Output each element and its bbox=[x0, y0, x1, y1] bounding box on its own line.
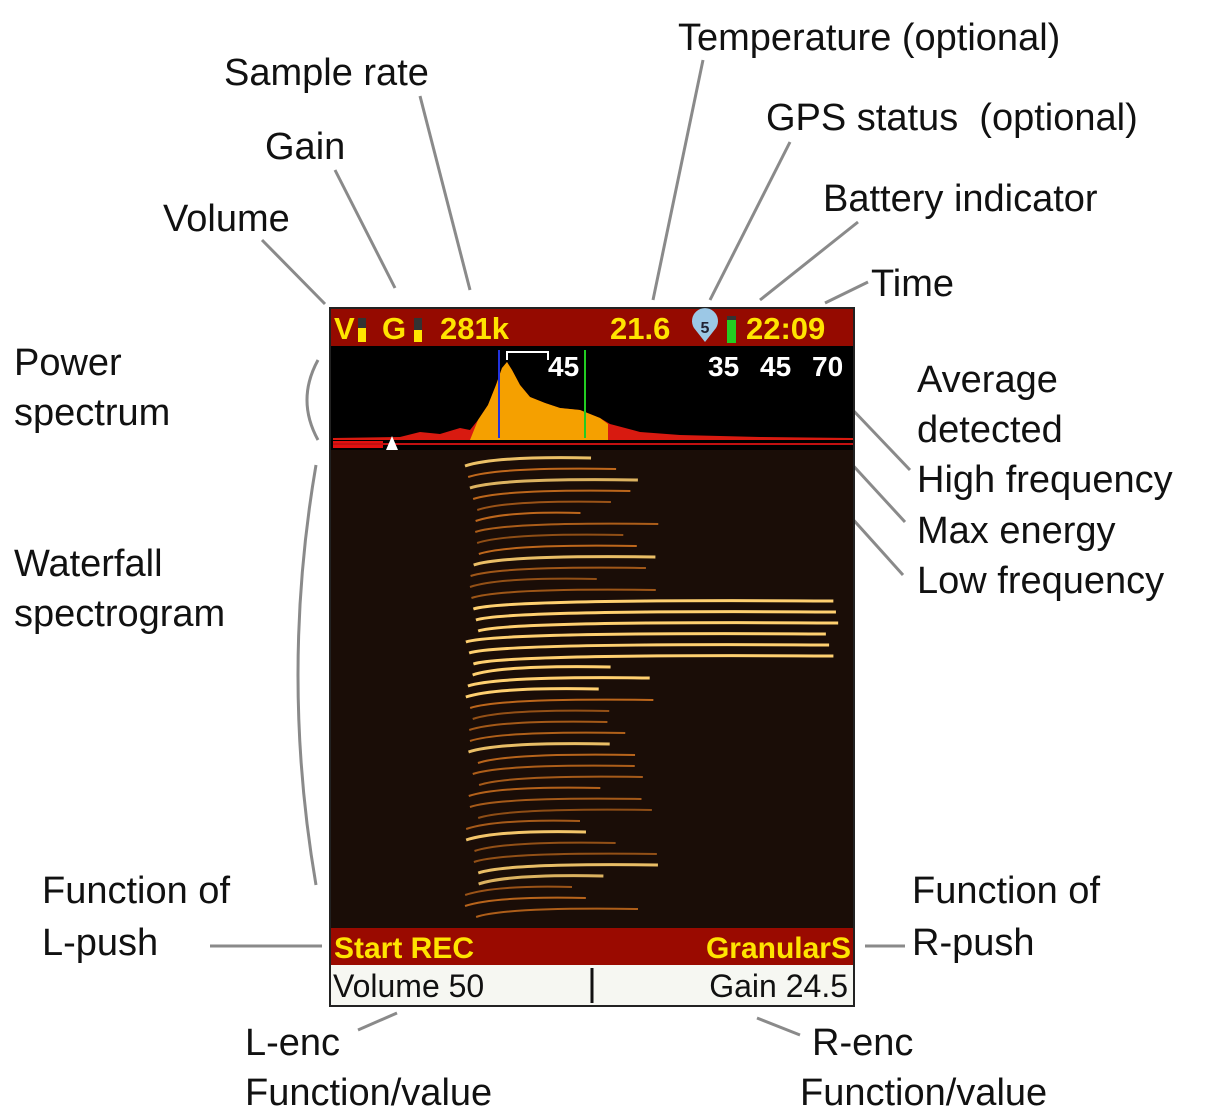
leader bbox=[760, 222, 858, 300]
callout: Temperature (optional) bbox=[678, 17, 1060, 59]
callout: Gain bbox=[265, 126, 345, 168]
max-energy: 45 bbox=[760, 351, 791, 382]
device-screen: V G 281k 21.6 5 22:09 45 35 45 70 Start bbox=[329, 307, 855, 1007]
diagram: Sample rate Gain Volume Temperature (opt… bbox=[0, 0, 1224, 1111]
gain-meter-fill bbox=[414, 330, 422, 342]
l-enc: Volume 50 bbox=[333, 968, 484, 1004]
high-frequency: 70 bbox=[812, 351, 843, 382]
callout: GPS status (optional) bbox=[766, 97, 1138, 139]
leader bbox=[335, 170, 395, 288]
leader bbox=[757, 1018, 800, 1035]
bracket bbox=[307, 360, 318, 440]
callout: Time bbox=[871, 263, 954, 305]
volume-meter-fill bbox=[358, 328, 366, 342]
r-enc: Gain 24.5 bbox=[709, 968, 848, 1004]
leader bbox=[653, 60, 703, 300]
average-detected: 45 bbox=[548, 351, 579, 382]
bracket bbox=[298, 465, 316, 885]
gain-label: G bbox=[382, 311, 406, 346]
leader bbox=[420, 96, 470, 290]
callout: Volume bbox=[163, 198, 290, 240]
callout: Battery indicator bbox=[823, 178, 1098, 220]
callout: Max energy bbox=[917, 510, 1116, 552]
leader bbox=[262, 240, 325, 304]
leader bbox=[358, 1013, 397, 1030]
low-frequency: 35 bbox=[708, 351, 739, 382]
l-push: Start REC bbox=[334, 932, 474, 965]
battery-fill bbox=[727, 320, 736, 343]
leader bbox=[825, 282, 868, 303]
temperature: 21.6 bbox=[610, 311, 670, 346]
callout: Sample rate bbox=[224, 52, 429, 94]
volume-label: V bbox=[334, 311, 355, 346]
time: 22:09 bbox=[746, 311, 825, 346]
leader bbox=[710, 142, 790, 300]
r-push: GranularS bbox=[706, 932, 851, 965]
gps-satellites: 5 bbox=[701, 320, 710, 337]
callout: Low frequency bbox=[917, 560, 1164, 602]
sample-rate: 281k bbox=[440, 311, 510, 346]
callout: High frequency bbox=[917, 459, 1173, 501]
